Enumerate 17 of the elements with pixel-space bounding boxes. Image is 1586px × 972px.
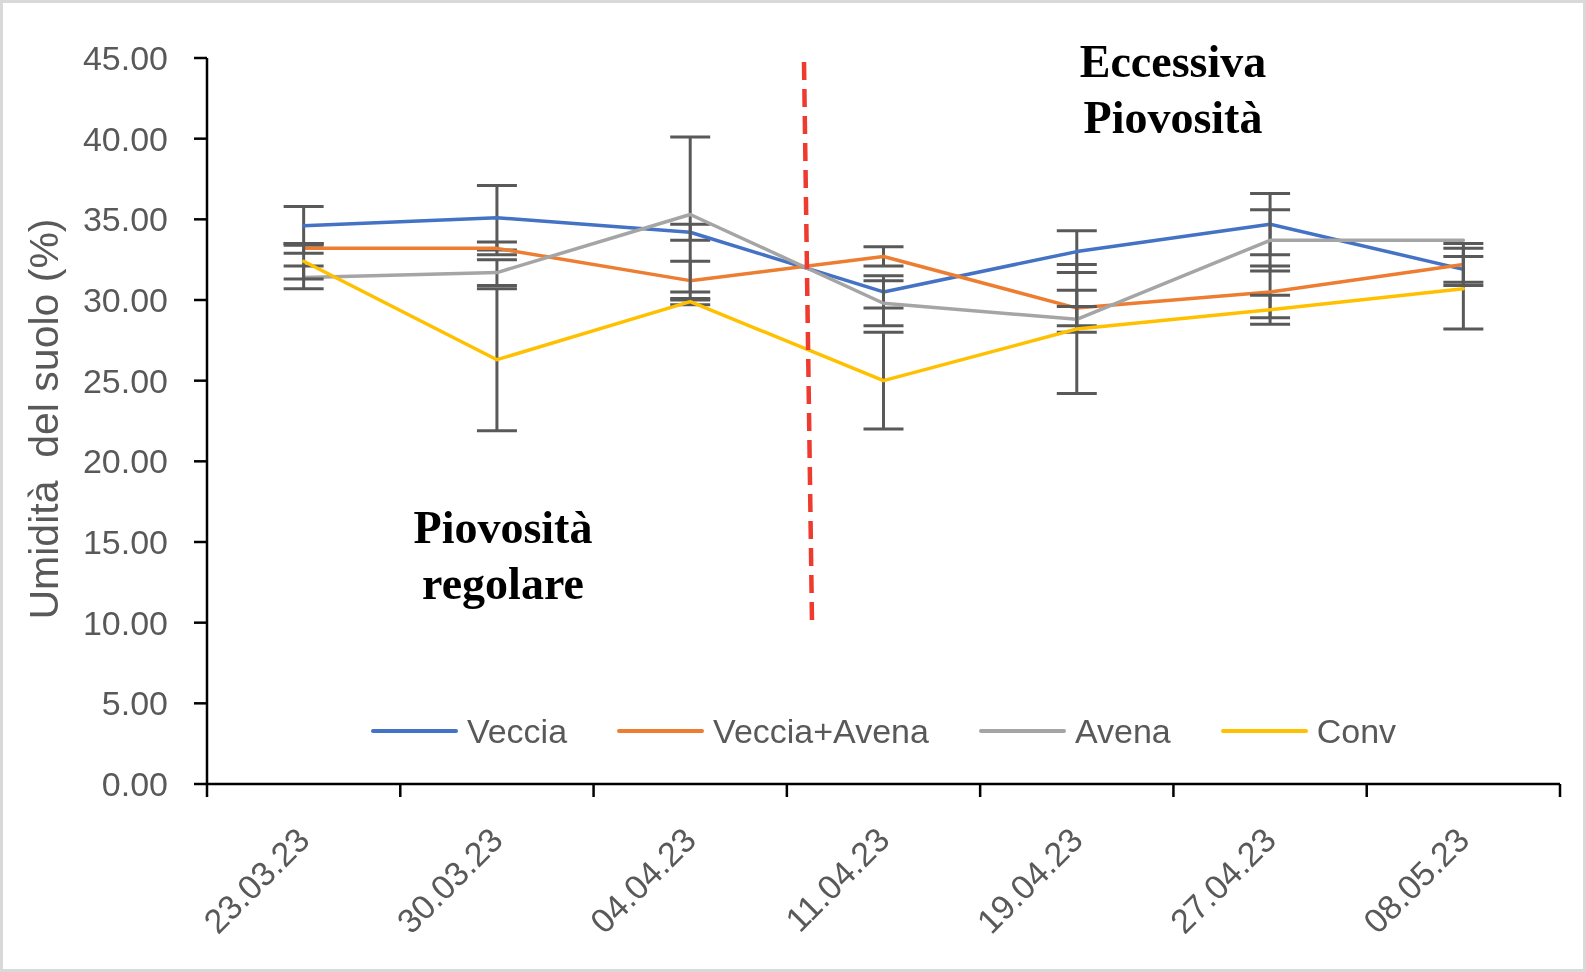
- y-tick-label: 15.00: [82, 523, 168, 562]
- legend-label: Veccia+Avena: [713, 711, 929, 752]
- annotation: Eccessiva Piovosità: [1079, 35, 1267, 145]
- legend-label: Conv: [1316, 711, 1397, 752]
- y-tick-label: 25.00: [82, 361, 168, 400]
- y-tick-label: 0.00: [101, 765, 168, 804]
- y-tick-label: 20.00: [82, 442, 168, 481]
- y-tick-label: 40.00: [82, 119, 168, 158]
- y-tick-label: 5.00: [101, 684, 168, 723]
- y-axis-title: Umidità del suolo (%): [21, 218, 67, 620]
- y-tick-label: 35.00: [82, 200, 168, 239]
- y-tick-label: 10.00: [82, 603, 168, 642]
- legend-label: Avena: [1074, 711, 1171, 752]
- annotation: Piovosità regolare: [413, 501, 593, 611]
- y-tick-label: 45.00: [82, 39, 168, 78]
- legend-label: Veccia: [466, 711, 568, 752]
- y-tick-label: 30.00: [82, 281, 168, 320]
